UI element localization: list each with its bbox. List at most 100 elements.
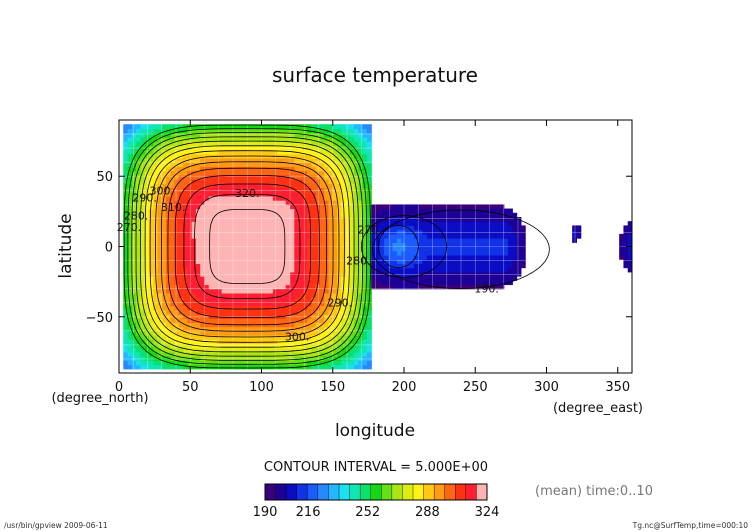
- field-cell: [191, 212, 197, 218]
- field-cell: [195, 141, 201, 146]
- field-cell: [341, 145, 347, 151]
- field-cell: [290, 195, 295, 201]
- field-cell: [255, 356, 261, 361]
- field-cell: [294, 183, 300, 189]
- field-cell: [277, 267, 283, 273]
- field-cell: [251, 200, 257, 205]
- field-cell: [298, 301, 304, 307]
- field-cell: [230, 292, 236, 298]
- field-cell: [290, 128, 295, 134]
- field-cell: [260, 128, 265, 134]
- field-cell: [298, 343, 304, 349]
- contour-label: 320.: [235, 187, 260, 200]
- field-cell: [319, 153, 325, 159]
- field-cell: [319, 309, 325, 315]
- field-cell: [358, 347, 364, 353]
- field-cell: [354, 229, 359, 235]
- field-cell: [247, 179, 253, 184]
- field-cell: [290, 225, 295, 231]
- field-cell: [281, 145, 287, 151]
- field-cell: [260, 242, 265, 248]
- field-cell: [371, 254, 377, 260]
- field-cell: [341, 335, 347, 340]
- field-cell: [221, 242, 227, 248]
- field-cell: [204, 166, 210, 172]
- field-cell: [161, 212, 167, 218]
- field-cell: [127, 360, 133, 366]
- field-cell: [140, 267, 146, 273]
- field-cell: [362, 221, 368, 227]
- field-cell: [285, 128, 291, 134]
- field-cell: [251, 254, 257, 260]
- field-cell: [264, 128, 270, 134]
- field-cell: [217, 233, 223, 239]
- field-cell: [131, 267, 137, 273]
- field-cell: [426, 204, 432, 210]
- field-cell: [405, 238, 411, 243]
- field-cell: [144, 351, 150, 357]
- field-cell: [195, 267, 201, 273]
- field-cell: [315, 238, 321, 243]
- field-cell: [187, 221, 193, 227]
- field-cell: [294, 179, 300, 184]
- field-cell: [490, 284, 496, 290]
- field-cell: [161, 238, 167, 243]
- field-cell: [623, 263, 629, 269]
- field-cell: [294, 216, 300, 222]
- field-cell: [153, 200, 159, 205]
- field-cell: [311, 288, 317, 294]
- field-cell: [319, 179, 325, 184]
- field-cell: [358, 271, 364, 277]
- field-cell: [482, 208, 488, 214]
- field-cell: [234, 335, 240, 340]
- field-cell: [217, 195, 223, 201]
- field-cell: [465, 280, 471, 286]
- field-cell: [311, 360, 317, 366]
- field-cell: [413, 221, 419, 227]
- field-cell: [341, 326, 347, 332]
- field-cell: [187, 195, 193, 201]
- field-cell: [349, 364, 355, 370]
- field-cell: [358, 132, 364, 138]
- field-cell: [277, 124, 283, 130]
- field-cell: [426, 250, 432, 256]
- field-cell: [319, 271, 325, 277]
- field-cell: [366, 145, 372, 151]
- field-cell: [349, 221, 355, 227]
- field-cell: [294, 360, 300, 366]
- field-cell: [136, 179, 141, 184]
- field-cell: [307, 351, 312, 357]
- field-cell: [170, 305, 176, 311]
- field-cell: [341, 250, 347, 256]
- field-cell: [195, 339, 201, 345]
- field-cell: [328, 208, 334, 214]
- field-cell: [375, 250, 381, 256]
- field-cell: [358, 208, 364, 214]
- field-cell: [366, 246, 372, 252]
- field-cell: [508, 208, 513, 214]
- field-cell: [358, 162, 364, 167]
- field-cell: [153, 280, 159, 286]
- field-cell: [136, 356, 141, 361]
- field-cell: [285, 132, 291, 138]
- field-cell: [315, 271, 321, 277]
- field-cell: [281, 305, 287, 311]
- field-cell: [371, 238, 377, 243]
- field-cell: [195, 132, 201, 138]
- field-cell: [221, 179, 227, 184]
- field-cell: [268, 259, 274, 264]
- field-cell: [512, 229, 518, 235]
- field-cell: [166, 301, 171, 307]
- field-cell: [170, 204, 176, 210]
- field-cell: [315, 351, 321, 357]
- field-cell: [349, 351, 355, 357]
- field-cell: [337, 225, 342, 231]
- field-cell: [221, 238, 227, 243]
- field-cell: [319, 225, 325, 231]
- field-cell: [166, 204, 171, 210]
- field-cell: [277, 271, 283, 277]
- field-cell: [456, 250, 462, 256]
- field-cell: [191, 267, 197, 273]
- field-cell: [260, 124, 265, 130]
- field-cell: [178, 322, 184, 328]
